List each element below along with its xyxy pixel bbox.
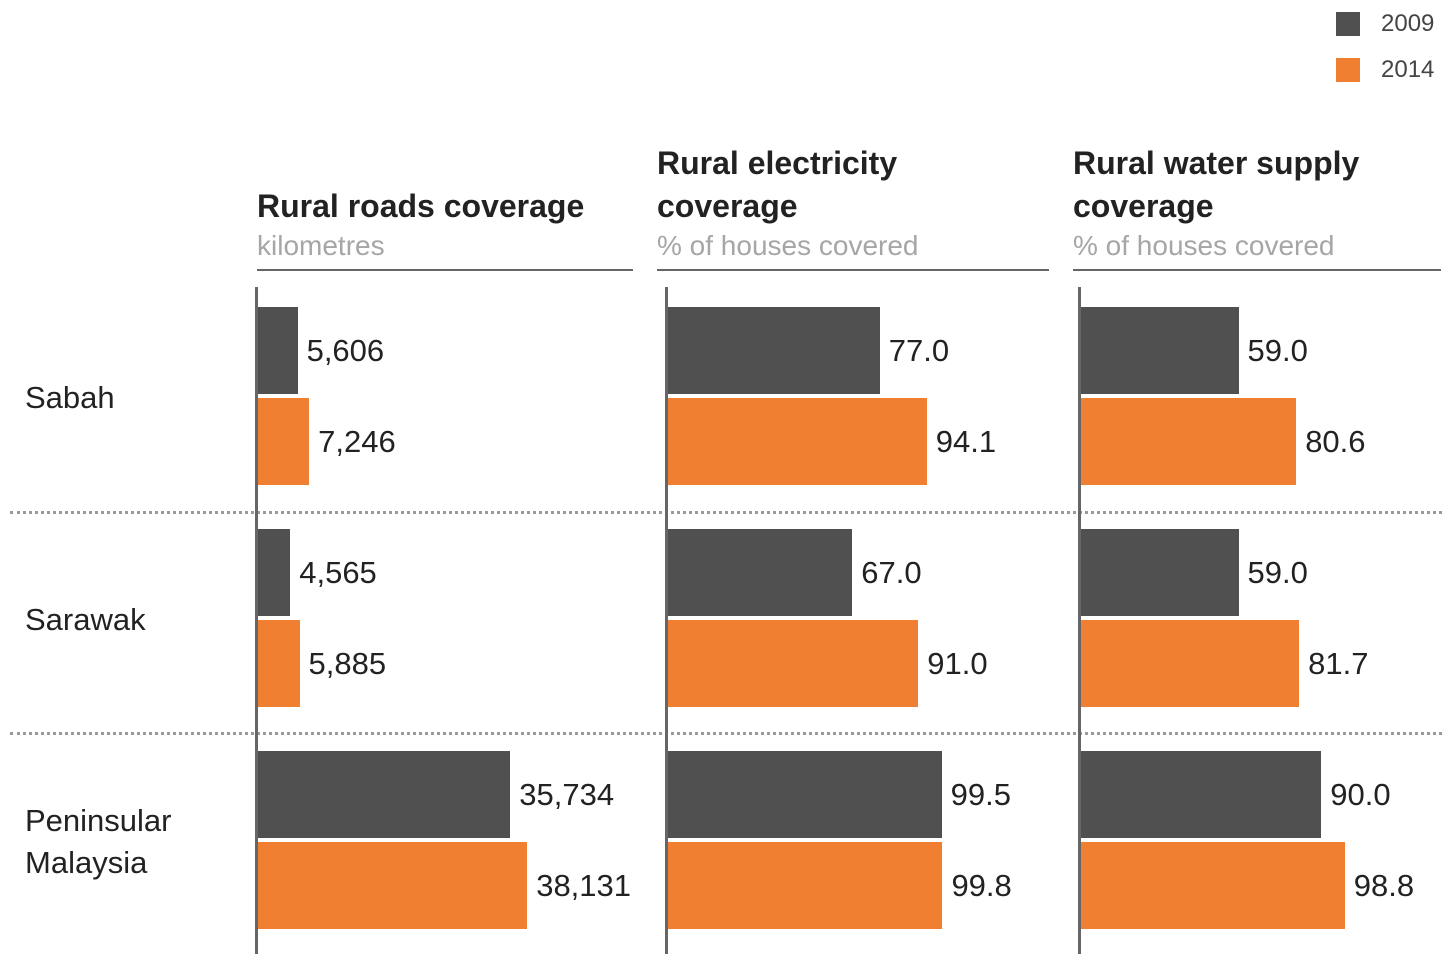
bar-0-2014-1	[258, 620, 300, 707]
panel-unit-2: % of houses covered	[1073, 230, 1335, 261]
row-label-1: Sarawak	[25, 602, 146, 637]
bar-1-2014-2	[668, 842, 943, 929]
legend-label-2014: 2014	[1381, 56, 1435, 83]
bar-1-2009-1	[668, 529, 853, 616]
bar-value-0-2014-0: 7,246	[318, 424, 396, 459]
bar-1-2014-0	[668, 398, 927, 485]
bar-value-2-2014-2: 98.8	[1353, 868, 1415, 903]
row-separator-1	[10, 511, 1442, 514]
bar-1-2009-2	[668, 751, 942, 838]
panel-axis-2	[1078, 287, 1081, 954]
bar-value-1-2014-1: 91.0	[927, 646, 988, 681]
bar-1-2014-1	[668, 620, 919, 707]
row-label-0: Sabah	[25, 380, 115, 415]
panel-axis-0	[255, 287, 258, 954]
bar-value-0-2009-0: 5,606	[306, 333, 385, 368]
panel-underline-1	[657, 269, 1049, 271]
panel-unit-1: % of houses covered	[657, 230, 919, 261]
bar-value-1-2009-2: 99.5	[950, 777, 1011, 812]
bar-1-2009-0	[668, 307, 880, 394]
panel-title-1: Rural electricity coverage	[657, 145, 898, 224]
panel-title-2: Rural water supply coverage	[1073, 145, 1360, 224]
bar-value-1-2009-0: 77.0	[888, 333, 950, 368]
bar-value-0-2009-1: 4,565	[299, 555, 377, 590]
bar-value-2-2009-0: 59.0	[1247, 333, 1308, 368]
legend-swatch-2009	[1336, 12, 1360, 36]
bar-2-2009-0	[1081, 307, 1239, 394]
bar-value-1-2014-0: 94.1	[935, 424, 997, 459]
bar-value-2-2014-1: 81.7	[1308, 646, 1369, 681]
panel-title-0: Rural roads coverage	[257, 188, 585, 224]
bar-0-2009-1	[258, 529, 291, 616]
panel-unit-0: kilometres	[257, 230, 385, 261]
bar-value-0-2009-2: 35,734	[519, 777, 615, 812]
bar-0-2014-2	[258, 842, 528, 929]
bar-2-2014-0	[1081, 398, 1297, 485]
bar-value-0-2014-1: 5,885	[308, 646, 387, 681]
panel-underline-2	[1073, 269, 1441, 271]
bar-value-0-2014-2: 38,131	[536, 868, 632, 903]
bar-2-2009-1	[1081, 529, 1239, 616]
row-separator-2	[10, 732, 1442, 735]
bar-value-2-2014-0: 80.6	[1305, 424, 1366, 459]
legend-swatch-2014	[1336, 58, 1360, 82]
bar-value-2-2009-1: 59.0	[1247, 555, 1308, 590]
bar-value-2-2009-2: 90.0	[1330, 777, 1391, 812]
panel-underline-0	[257, 269, 633, 271]
bar-2-2009-2	[1081, 751, 1322, 838]
bar-0-2009-2	[258, 751, 511, 838]
bar-2-2014-1	[1081, 620, 1300, 707]
legend-label-2009: 2009	[1381, 10, 1435, 37]
bar-0-2014-0	[258, 398, 310, 485]
bar-value-1-2014-2: 99.8	[951, 868, 1012, 903]
bar-2-2014-2	[1081, 842, 1345, 929]
bar-0-2009-0	[258, 307, 298, 394]
bar-value-1-2009-1: 67.0	[861, 555, 922, 590]
panel-axis-1	[665, 287, 668, 954]
row-label-2: Peninsular Malaysia	[25, 803, 172, 880]
